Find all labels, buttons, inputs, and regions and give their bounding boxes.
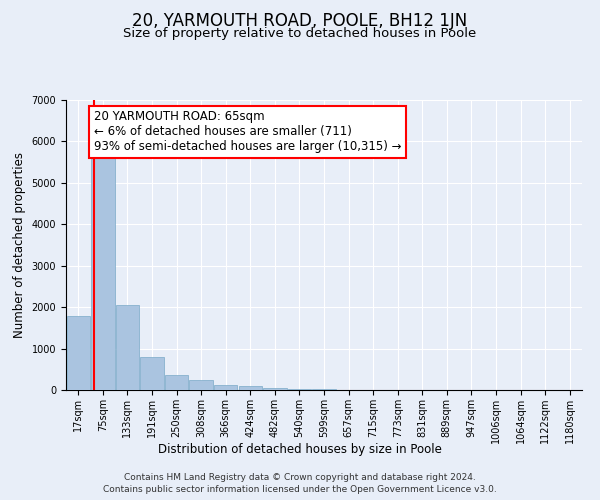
Text: 20, YARMOUTH ROAD, POOLE, BH12 1JN: 20, YARMOUTH ROAD, POOLE, BH12 1JN: [133, 12, 467, 30]
Bar: [214, 385, 238, 390]
Text: Distribution of detached houses by size in Poole: Distribution of detached houses by size …: [158, 442, 442, 456]
Text: Contains HM Land Registry data © Crown copyright and database right 2024.: Contains HM Land Registry data © Crown c…: [124, 472, 476, 482]
Y-axis label: Number of detached properties: Number of detached properties: [13, 152, 26, 338]
Text: 20 YARMOUTH ROAD: 65sqm
← 6% of detached houses are smaller (711)
93% of semi-de: 20 YARMOUTH ROAD: 65sqm ← 6% of detached…: [94, 110, 401, 154]
Bar: [67, 316, 90, 390]
Bar: [140, 357, 164, 390]
Bar: [288, 389, 311, 390]
Bar: [91, 152, 115, 390]
Bar: [263, 388, 287, 390]
Bar: [190, 380, 213, 390]
Text: Size of property relative to detached houses in Poole: Size of property relative to detached ho…: [124, 28, 476, 40]
Bar: [239, 386, 262, 390]
Bar: [165, 374, 188, 390]
Text: Contains public sector information licensed under the Open Government Licence v3: Contains public sector information licen…: [103, 485, 497, 494]
Bar: [116, 304, 139, 390]
